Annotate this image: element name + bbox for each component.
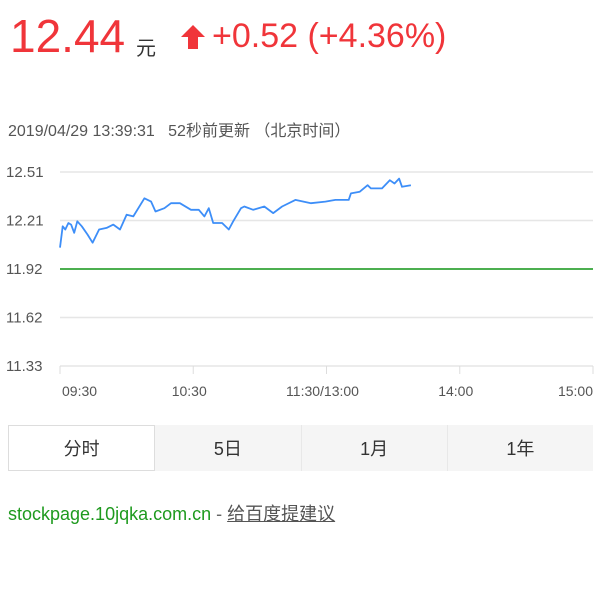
period-tabs: 分时 5日 1月 1年 [8, 425, 593, 471]
x-tick-label: 10:30 [172, 383, 207, 399]
tab-1-month[interactable]: 1月 [302, 425, 448, 471]
separator: - [211, 504, 228, 524]
y-tick-label: 12.21 [6, 213, 44, 230]
current-price: 12.44 [10, 10, 126, 62]
tab-5-day[interactable]: 5日 [155, 425, 302, 471]
update-info: 2019/04/29 13:39:31 52秒前更新 （北京时间） [8, 117, 350, 141]
tab-intraday[interactable]: 分时 [8, 425, 156, 471]
updated-ago: 52秒前更新 [168, 123, 250, 140]
x-tick-label: 09:30 [62, 383, 97, 399]
footer: stockpage.10jqka.com.cn - 给百度提建议 [8, 500, 335, 526]
y-tick-label: 12.51 [6, 164, 44, 181]
source-site[interactable]: stockpage.10jqka.com.cn [8, 504, 212, 524]
y-tick-label: 11.92 [6, 261, 42, 278]
y-tick-label: 11.62 [6, 310, 42, 327]
x-tick-label: 15:00 [558, 383, 593, 399]
price-line [59, 177, 412, 248]
currency-unit: 元 [136, 38, 156, 60]
feedback-link[interactable]: 给百度提建议 [227, 504, 336, 524]
x-tick-label: 14:00 [438, 383, 473, 399]
intraday-chart: 12.51 12.21 11.92 11.62 11.33 09:30 10:30 11:30… [6, 164, 594, 399]
price-change: +0.52 (+4.36%) [212, 17, 447, 55]
timezone: （北京时间） [254, 123, 351, 140]
timestamp: 2019/04/29 13:39:31 [8, 123, 155, 140]
up-arrow-icon [181, 25, 205, 49]
tab-1-year[interactable]: 1年 [506, 439, 535, 459]
y-tick-label: 11.33 [6, 358, 42, 375]
x-tick-label: 11:30/13:00 [286, 383, 359, 399]
